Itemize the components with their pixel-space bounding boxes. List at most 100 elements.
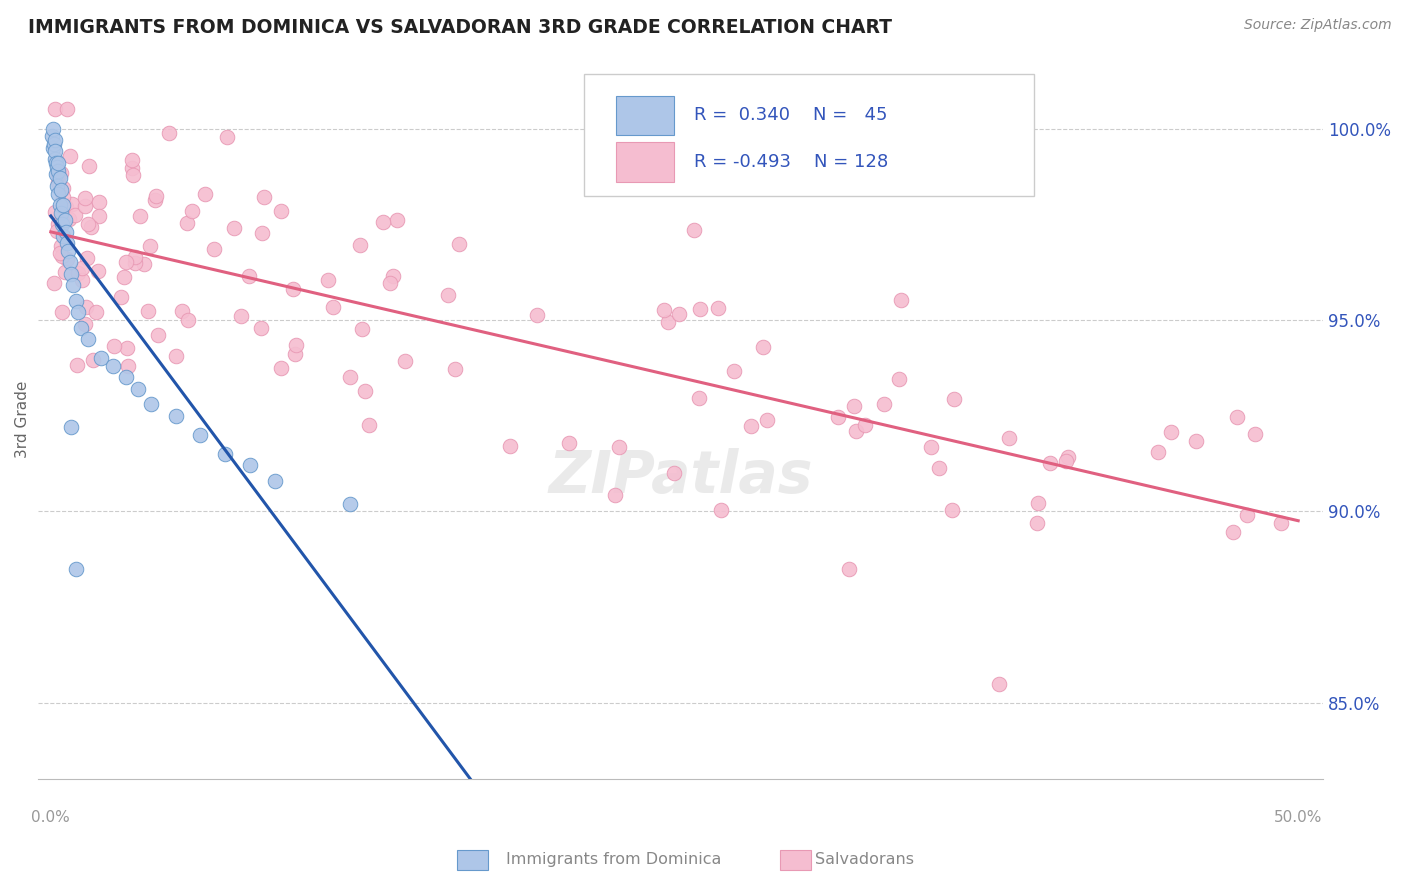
Point bbox=[177, 313, 200, 327]
Point bbox=[239, 458, 262, 473]
Point bbox=[66, 266, 89, 280]
Point bbox=[46, 175, 69, 189]
Point bbox=[128, 210, 150, 224]
Point bbox=[526, 309, 548, 323]
Point bbox=[52, 198, 75, 212]
Point bbox=[121, 161, 143, 175]
Point bbox=[67, 305, 90, 319]
Point bbox=[46, 224, 69, 238]
Point bbox=[62, 278, 84, 293]
Point bbox=[322, 300, 344, 314]
Point bbox=[853, 417, 876, 432]
Point bbox=[110, 290, 132, 304]
Point bbox=[77, 160, 100, 174]
Point bbox=[284, 338, 307, 352]
Point bbox=[46, 156, 69, 170]
Point bbox=[928, 461, 950, 475]
Point bbox=[354, 384, 377, 398]
Point bbox=[44, 277, 66, 291]
Point bbox=[664, 466, 686, 480]
Point bbox=[180, 203, 202, 218]
Point bbox=[58, 212, 80, 227]
Point bbox=[112, 269, 135, 284]
Point bbox=[229, 309, 252, 323]
Point bbox=[264, 474, 287, 488]
Point bbox=[238, 269, 260, 284]
Point bbox=[124, 256, 146, 270]
Point bbox=[752, 340, 775, 354]
Point bbox=[101, 359, 124, 373]
Point bbox=[58, 255, 80, 269]
Point bbox=[1028, 495, 1050, 509]
Point bbox=[349, 238, 371, 252]
Point bbox=[603, 488, 626, 502]
Point bbox=[1054, 454, 1077, 468]
Point bbox=[132, 257, 155, 271]
Point bbox=[63, 208, 86, 222]
Point bbox=[224, 220, 246, 235]
Point bbox=[1056, 450, 1078, 464]
Point bbox=[499, 439, 522, 453]
Point bbox=[987, 676, 1010, 690]
Point bbox=[444, 361, 467, 376]
Point bbox=[449, 236, 471, 251]
Point bbox=[73, 317, 96, 331]
Text: ZIPatlas: ZIPatlas bbox=[548, 449, 813, 506]
Point bbox=[114, 255, 136, 269]
Point bbox=[87, 264, 110, 278]
Point bbox=[44, 103, 66, 117]
FancyBboxPatch shape bbox=[616, 143, 675, 182]
Point bbox=[66, 358, 89, 372]
Point bbox=[683, 223, 706, 237]
Point bbox=[139, 397, 162, 411]
Point bbox=[652, 302, 675, 317]
Point bbox=[52, 190, 75, 204]
Point bbox=[710, 503, 733, 517]
Point bbox=[284, 347, 307, 361]
Point bbox=[339, 370, 361, 384]
Point bbox=[89, 209, 111, 223]
Point bbox=[127, 382, 149, 396]
Text: Immigrants from Dominica: Immigrants from Dominica bbox=[506, 853, 721, 867]
Point bbox=[252, 226, 274, 240]
Point bbox=[437, 288, 460, 302]
Point bbox=[755, 412, 778, 426]
Point bbox=[46, 168, 69, 182]
Point bbox=[1160, 425, 1182, 440]
Point bbox=[77, 332, 100, 346]
Point bbox=[270, 361, 292, 376]
Point bbox=[253, 189, 276, 203]
Point bbox=[49, 183, 72, 197]
Point bbox=[82, 353, 104, 368]
Point bbox=[53, 213, 76, 227]
Point bbox=[53, 265, 76, 279]
Point bbox=[49, 239, 72, 253]
Point bbox=[44, 152, 66, 166]
Point bbox=[42, 121, 65, 136]
Point bbox=[350, 322, 373, 336]
Point bbox=[52, 181, 75, 195]
Point bbox=[283, 282, 305, 296]
Text: Salvadorans: Salvadorans bbox=[815, 853, 914, 867]
Point bbox=[165, 409, 187, 423]
Text: R =  0.340    N =   45: R = 0.340 N = 45 bbox=[693, 106, 887, 124]
Point bbox=[55, 200, 77, 214]
Point bbox=[1226, 409, 1249, 424]
Point bbox=[845, 425, 868, 439]
Point bbox=[707, 301, 730, 315]
Point bbox=[740, 419, 762, 434]
Point bbox=[51, 305, 73, 319]
FancyBboxPatch shape bbox=[616, 95, 675, 136]
Point bbox=[270, 204, 292, 219]
Point bbox=[80, 220, 103, 235]
Point bbox=[249, 321, 271, 335]
Point bbox=[59, 149, 82, 163]
Point bbox=[44, 145, 66, 159]
Point bbox=[217, 129, 239, 144]
Point bbox=[1236, 508, 1258, 522]
Text: 0.0%: 0.0% bbox=[31, 810, 70, 825]
Point bbox=[56, 252, 79, 267]
Point bbox=[77, 217, 100, 231]
Point bbox=[114, 370, 136, 384]
Point bbox=[70, 260, 93, 275]
